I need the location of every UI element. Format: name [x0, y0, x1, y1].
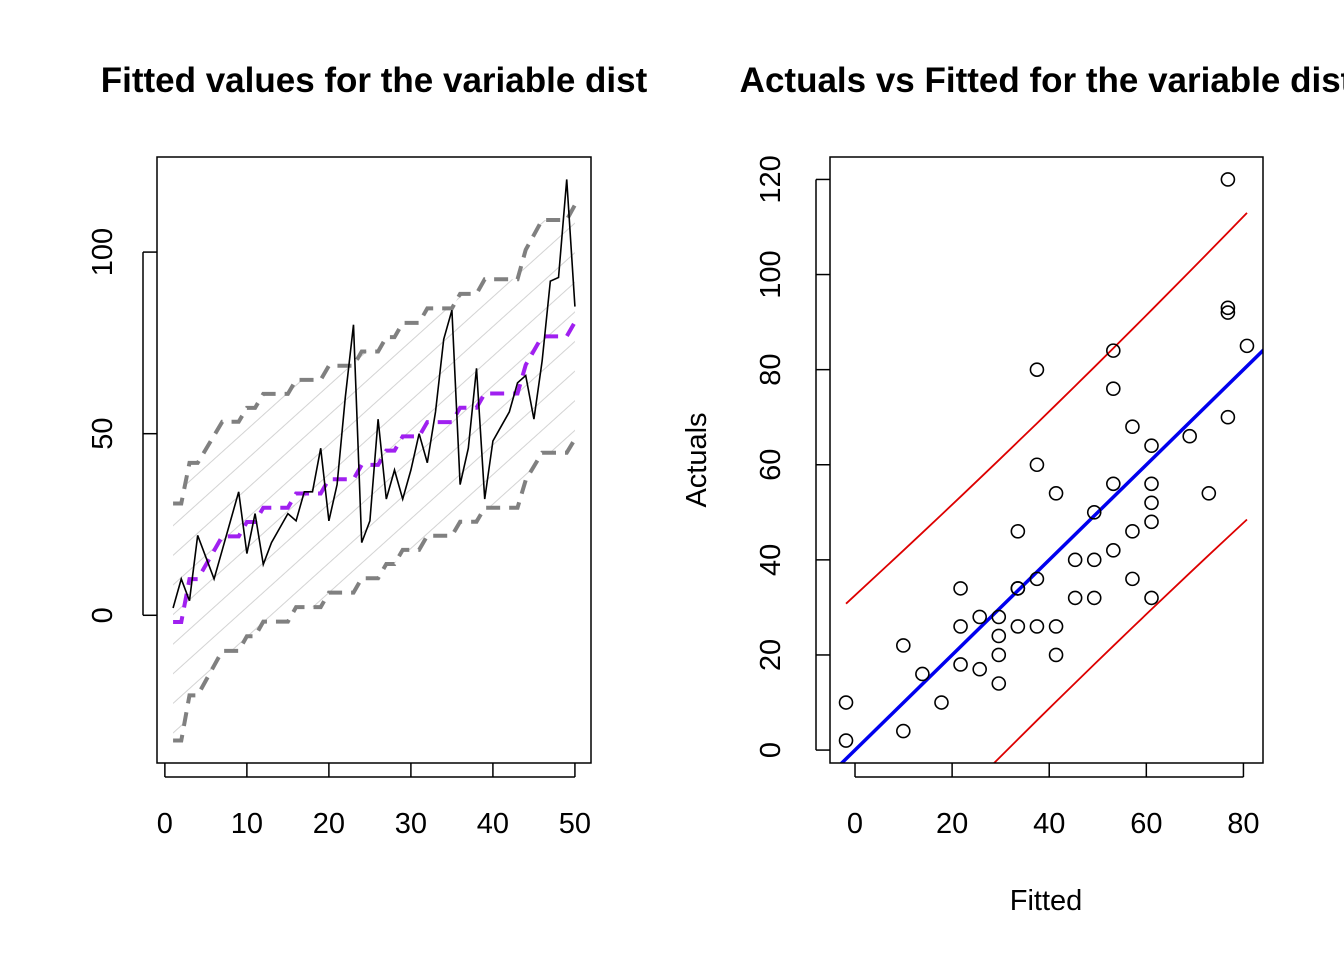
left-plot: 0 10 20 30 40 50 0 50 100 [87, 156, 592, 840]
x-tick-label: 60 [1130, 808, 1162, 840]
data-point [896, 723, 911, 739]
right-chart-title: Actuals vs Fitted for the variable dist [740, 61, 1344, 100]
data-point [1106, 476, 1121, 492]
x-tick-label: 30 [395, 808, 427, 840]
upper-bound-line [845, 212, 1248, 605]
y-tick-label: 50 [87, 418, 119, 450]
x-tick-label: 0 [847, 808, 863, 840]
y-tick-label: 0 [87, 607, 119, 623]
data-point [1239, 338, 1255, 354]
data-point [972, 661, 987, 677]
data-point [953, 657, 968, 672]
data-point [1106, 381, 1121, 396]
y-tick-label: 0 [755, 742, 787, 758]
actual-line [172, 179, 576, 609]
data-point [1220, 172, 1236, 187]
data-point [1086, 552, 1102, 568]
data-point [1048, 619, 1064, 634]
data-point [1144, 590, 1159, 606]
left-chart-title: Fitted values for the variable dist [101, 61, 648, 100]
data-point [1106, 343, 1121, 358]
data-point [953, 581, 968, 596]
data-point [1144, 495, 1159, 511]
y-tick-label: 100 [87, 228, 119, 276]
data-point [1201, 485, 1217, 501]
plot-box [156, 156, 592, 764]
data-point [1125, 419, 1140, 435]
data-point [1144, 438, 1159, 454]
x-tick-label: 0 [157, 808, 173, 840]
right-plot: 0 20 40 60 80 0 20 40 60 80 100 120 [755, 155, 1264, 840]
data-point [972, 609, 987, 625]
data-point [953, 619, 968, 634]
data-point [1220, 305, 1236, 320]
lower-bound-line [173, 438, 577, 743]
lower-bound-line [992, 518, 1248, 763]
x-tick-label: 50 [559, 808, 591, 840]
data-point [1220, 409, 1236, 425]
data-point [1220, 300, 1236, 316]
data-point [1144, 476, 1159, 492]
data-point [1010, 581, 1026, 596]
data-point [991, 647, 1007, 663]
data-point [991, 628, 1007, 644]
x-tick-label: 10 [231, 808, 263, 840]
plot-box [829, 156, 1264, 764]
data-point [838, 695, 854, 710]
data-point [1010, 619, 1026, 634]
right-x-axis-label: Fitted [1010, 885, 1083, 917]
x-tick-label: 40 [477, 808, 509, 840]
upper-bound-line [173, 204, 577, 506]
x-tick-label: 20 [313, 808, 345, 840]
x-tick-label: 40 [1033, 808, 1065, 840]
data-point [1067, 552, 1083, 568]
data-point [1010, 524, 1026, 539]
y-tick-label: 60 [755, 449, 787, 481]
identity-line [839, 348, 1263, 763]
x-tick-label: 80 [1227, 808, 1259, 840]
data-point [1182, 428, 1197, 444]
data-point [915, 666, 930, 682]
data-point [1029, 457, 1045, 473]
data-point [991, 609, 1007, 625]
data-point [1125, 524, 1140, 539]
y-tick-label: 100 [755, 250, 787, 298]
y-tick-label: 80 [755, 354, 787, 386]
data-point [1029, 362, 1045, 377]
data-point [1106, 543, 1121, 558]
data-point [1048, 485, 1064, 501]
x-tick-label: 20 [936, 808, 968, 840]
data-point [838, 733, 854, 748]
y-tick-label: 40 [755, 544, 787, 576]
data-point [1048, 647, 1064, 663]
data-point [1125, 571, 1140, 587]
data-point [1067, 590, 1083, 606]
data-point [991, 676, 1007, 691]
data-point [1086, 505, 1102, 520]
y-tick-label: 120 [755, 155, 787, 203]
data-point [1029, 619, 1045, 634]
data-point [1029, 571, 1045, 587]
right-y-axis-label: Actuals [681, 412, 713, 507]
data-point [896, 638, 911, 653]
data-point [934, 695, 949, 710]
y-tick-label: 20 [755, 639, 787, 671]
data-point [1144, 514, 1159, 530]
data-point [1086, 590, 1102, 606]
